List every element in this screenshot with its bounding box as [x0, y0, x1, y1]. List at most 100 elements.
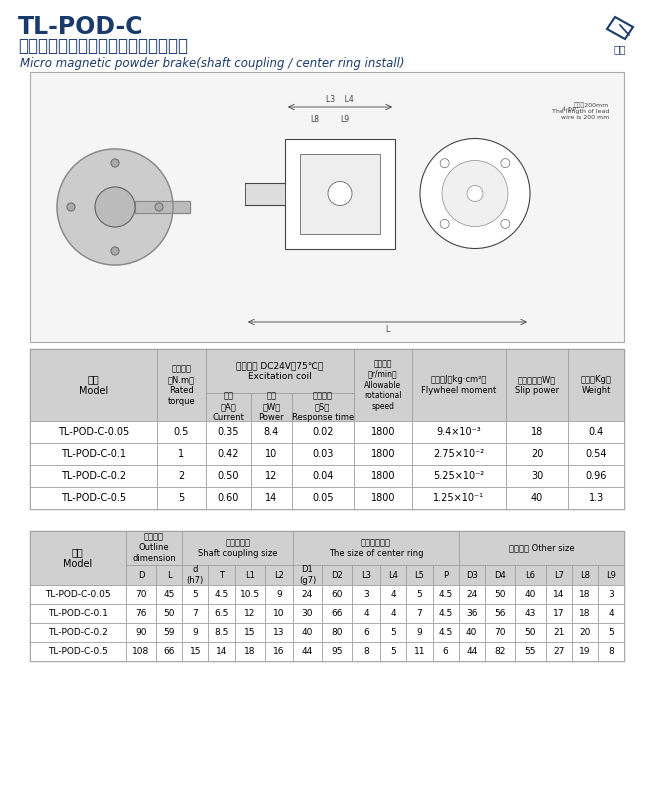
Text: 18: 18 — [579, 590, 591, 599]
Text: 7: 7 — [192, 609, 198, 618]
Bar — [182, 531, 293, 565]
Text: 11: 11 — [414, 647, 425, 656]
Text: 70: 70 — [494, 628, 506, 637]
Bar — [251, 443, 292, 465]
Bar — [458, 604, 485, 623]
Text: 4.5: 4.5 — [438, 609, 453, 618]
Bar — [156, 349, 206, 421]
Bar — [182, 642, 209, 661]
Bar — [432, 623, 458, 642]
Text: 4.5: 4.5 — [215, 590, 229, 599]
Text: 21: 21 — [553, 628, 564, 637]
Bar — [515, 604, 545, 623]
Text: 15: 15 — [190, 647, 201, 656]
Text: L3    L4: L3 L4 — [326, 95, 354, 104]
Text: 許用轉速
（r/min）
Allowable
rotational
speed: 許用轉速 （r/min） Allowable rotational speed — [364, 359, 402, 411]
Bar — [506, 465, 568, 487]
Bar — [156, 604, 182, 623]
Text: 0.54: 0.54 — [585, 449, 607, 459]
Bar — [568, 349, 624, 421]
Bar — [381, 565, 406, 585]
Text: 0.05: 0.05 — [312, 493, 334, 503]
Bar — [354, 421, 412, 443]
Bar — [209, 623, 235, 642]
Bar — [352, 565, 381, 585]
Text: 40: 40 — [466, 628, 477, 637]
Text: 12: 12 — [265, 471, 277, 481]
Bar — [156, 465, 206, 487]
Bar — [235, 604, 265, 623]
Bar — [432, 585, 458, 604]
Text: 0.60: 0.60 — [218, 493, 239, 503]
Bar — [412, 487, 506, 509]
Text: 4: 4 — [390, 590, 396, 599]
Text: 20: 20 — [579, 628, 591, 637]
Bar — [406, 623, 432, 642]
Bar — [285, 139, 395, 249]
Text: 30: 30 — [531, 471, 543, 481]
Text: 0.35: 0.35 — [218, 427, 239, 437]
Text: 7: 7 — [417, 609, 422, 618]
Bar — [30, 421, 156, 443]
Text: 80: 80 — [331, 628, 343, 637]
Bar — [352, 585, 381, 604]
Text: L3: L3 — [361, 571, 371, 579]
Text: 108: 108 — [132, 647, 150, 656]
Text: 6: 6 — [363, 628, 369, 637]
Bar — [126, 604, 156, 623]
Bar — [182, 585, 209, 604]
Text: 9.4×10⁻³: 9.4×10⁻³ — [436, 427, 481, 437]
Text: TL-POD-C-0.05: TL-POD-C-0.05 — [58, 427, 129, 437]
Text: 5: 5 — [178, 493, 184, 503]
Text: 8: 8 — [363, 647, 369, 656]
Text: 50: 50 — [494, 590, 506, 599]
Circle shape — [420, 139, 530, 249]
Bar — [265, 585, 293, 604]
Bar — [485, 642, 515, 661]
Circle shape — [95, 187, 135, 227]
Bar — [206, 393, 251, 421]
Text: 3: 3 — [363, 590, 369, 599]
Bar — [206, 421, 251, 443]
Text: 1800: 1800 — [371, 449, 395, 459]
Text: 電流
（A）
Current: 電流 （A） Current — [213, 391, 245, 422]
Text: 0.50: 0.50 — [218, 471, 239, 481]
Bar — [135, 201, 190, 213]
Text: 59: 59 — [164, 628, 175, 637]
Bar — [515, 585, 545, 604]
Bar — [300, 153, 380, 233]
Text: 24: 24 — [466, 590, 477, 599]
Bar — [458, 642, 485, 661]
Text: 0.5: 0.5 — [173, 427, 189, 437]
Text: 12: 12 — [244, 609, 256, 618]
Bar — [206, 487, 251, 509]
Bar — [485, 604, 515, 623]
Bar — [598, 642, 624, 661]
Text: 0.03: 0.03 — [312, 449, 334, 459]
Text: 5: 5 — [390, 647, 396, 656]
Bar — [265, 642, 293, 661]
Bar — [515, 642, 545, 661]
Text: 4-ΦP: 4-ΦP — [562, 107, 576, 112]
Bar — [354, 487, 412, 509]
Text: 額定轉矩
（N.m）
Rated
torque: 額定轉矩 （N.m） Rated torque — [167, 365, 195, 406]
Bar — [126, 642, 156, 661]
Bar — [354, 465, 412, 487]
Bar — [458, 585, 485, 604]
Text: 8.4: 8.4 — [264, 427, 279, 437]
Text: 激磁線圈 DC24V（75℃）
Excitation coil: 激磁線圈 DC24V（75℃） Excitation coil — [236, 361, 324, 381]
Bar — [352, 604, 381, 623]
Bar — [572, 623, 598, 642]
Bar — [292, 393, 354, 421]
Text: 17: 17 — [553, 609, 564, 618]
Text: 55: 55 — [525, 647, 536, 656]
Bar — [352, 623, 381, 642]
Bar — [406, 585, 432, 604]
Bar — [506, 487, 568, 509]
Bar — [251, 421, 292, 443]
Text: 0.4: 0.4 — [589, 427, 604, 437]
Bar — [235, 623, 265, 642]
Text: 19: 19 — [579, 647, 591, 656]
Text: 5: 5 — [417, 590, 422, 599]
Text: L8: L8 — [580, 571, 590, 579]
